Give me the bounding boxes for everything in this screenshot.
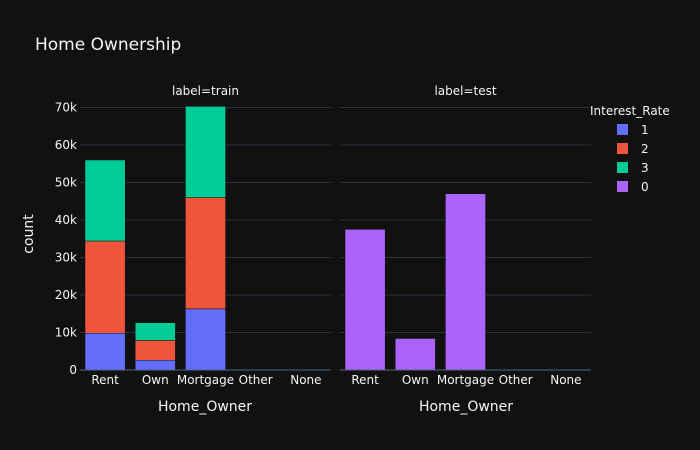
bar-rent-rate-0	[344, 229, 386, 371]
y-tick-label: 60k	[55, 138, 77, 152]
y-tick-label: 50k	[55, 176, 77, 190]
bar-own-rate-0	[394, 338, 436, 371]
facet-panel-2: label=test Rent Own Mortgage Other None	[340, 84, 591, 387]
x-tick-label: None	[550, 373, 581, 387]
bar-rent-rate-2	[84, 240, 126, 334]
y-tick-label: 10k	[55, 326, 77, 340]
x-tick-label: Other	[499, 373, 533, 387]
bar-mortgage-rate-0	[445, 193, 486, 371]
x-tick-label: Own	[402, 373, 429, 387]
y-tick-label: 30k	[55, 251, 77, 265]
bar-own-rate-1	[134, 360, 176, 371]
facet-label: label=train	[172, 84, 239, 98]
bar-own-rate-3	[134, 322, 176, 341]
x-axis-title-left: Home_Owner	[158, 399, 252, 415]
legend-swatch-2[interactable]	[617, 143, 628, 154]
legend-label-0[interactable]: 0	[641, 180, 649, 194]
y-tick-label: 0	[69, 363, 77, 377]
y-tick-label: 20k	[55, 288, 77, 302]
bar-mortgage-rate-1	[185, 308, 226, 371]
legend-label-2[interactable]: 2	[641, 142, 649, 156]
x-tick-label: Mortgage	[177, 373, 234, 387]
x-tick-label: Own	[142, 373, 169, 387]
x-tick-label: Rent	[351, 373, 379, 387]
x-axis-title-right: Home_Owner	[419, 399, 513, 415]
x-tick-label: None	[290, 373, 321, 387]
y-tick-label: 40k	[55, 213, 77, 227]
chart-title: Home Ownership	[35, 35, 181, 55]
legend-swatch-3[interactable]	[617, 162, 628, 173]
bar-rent-rate-3	[84, 159, 126, 242]
bar-mortgage-rate-3	[185, 106, 226, 198]
bar-own-rate-2	[134, 340, 176, 361]
legend-title: Interest_Rate	[590, 104, 670, 118]
bar-rent-rate-1	[84, 333, 126, 371]
bar-mortgage-rate-2	[185, 197, 226, 310]
legend-label-3[interactable]: 3	[641, 161, 649, 175]
legend-label-1[interactable]: 1	[641, 123, 649, 137]
y-tick-label: 70k	[55, 101, 77, 115]
legend-swatch-1[interactable]	[617, 124, 628, 135]
x-tick-label: Mortgage	[437, 373, 494, 387]
x-tick-label: Rent	[91, 373, 119, 387]
facet-label: label=test	[434, 84, 496, 98]
legend: Interest_Rate 1 2 3 0	[590, 104, 670, 194]
facet-panel-1: label=train Rent Own Mortgage Other None	[80, 84, 331, 387]
y-axis-title: count	[21, 214, 37, 254]
legend-swatch-0[interactable]	[617, 181, 628, 192]
x-tick-label: Other	[239, 373, 273, 387]
